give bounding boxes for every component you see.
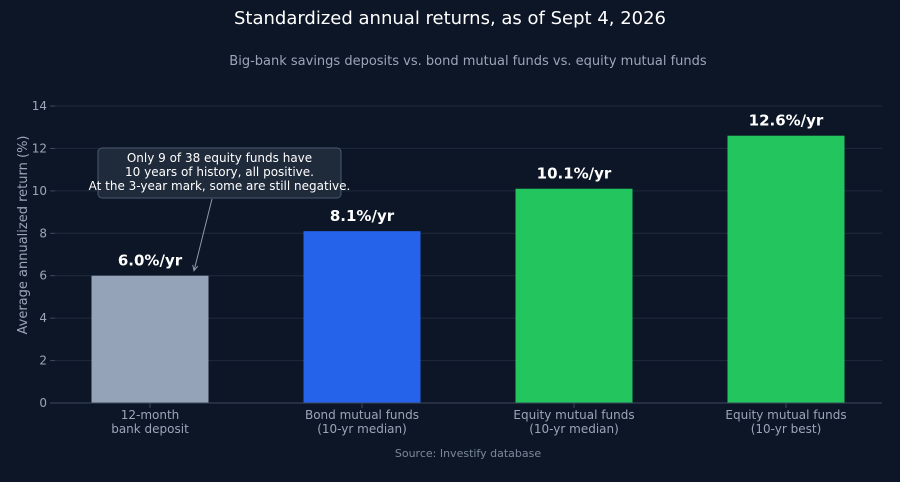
data-label: 12.6%/yr [749,112,824,130]
y-tick-label: 12 [32,141,47,155]
x-tick-label: Bond mutual funds [305,408,419,422]
x-tick-label: Equity mutual funds [513,408,634,422]
value-labels: 6.0%/yr 8.1%/yr 10.1%/yr 12.6%/yr [118,112,824,270]
y-tick-label: 6 [39,269,47,283]
annotation-text: At the 3-year mark, some are still negat… [89,179,351,193]
data-label: 10.1%/yr [537,165,612,183]
x-tick-label: bank deposit [111,422,189,436]
chart-subtitle: Big-bank savings deposits vs. bond mutua… [229,54,707,69]
annotation-text: 10 years of history, all positive. [125,165,314,179]
data-label: 6.0%/yr [118,252,183,270]
x-tick-label: 12-month [121,408,180,422]
annotation-box [97,147,342,199]
bar [727,135,845,403]
y-tick-label: 10 [32,184,47,198]
source-note: Source: Investify database [395,447,541,460]
chart-title: Standardized annual returns, as of Sept … [234,8,666,29]
y-tick-label: 14 [32,99,47,113]
data-label: 8.1%/yr [330,207,395,225]
x-tick-label: (10-yr median) [317,422,407,436]
y-tick-label: 4 [39,311,47,325]
annotation-arrowhead [192,264,199,272]
x-tick-label: (10-yr best) [751,422,822,436]
x-tick-label: (10-yr median) [529,422,619,436]
x-tick-label: Equity mutual funds [725,408,846,422]
bar [515,188,633,403]
annotation-arrow [193,198,213,271]
bars [91,135,845,403]
annotation-text: Only 9 of 38 equity funds have [127,151,312,165]
y-tick-label: 2 [39,354,47,368]
y-tick-label: 8 [39,226,47,240]
bar [303,231,421,403]
y-tick-label: 0 [39,396,47,410]
y-axis-label: Average annualized return (%) [16,136,31,335]
bar [91,275,209,403]
